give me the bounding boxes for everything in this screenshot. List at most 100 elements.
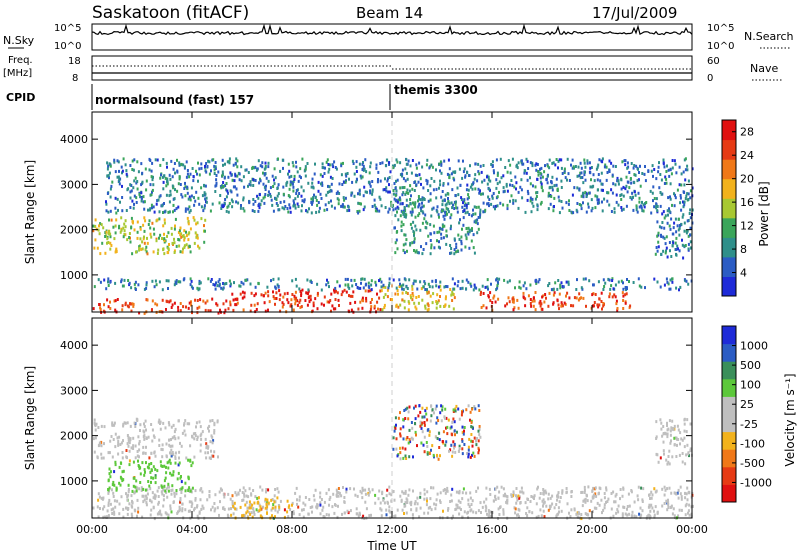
scatter-cell: [429, 497, 432, 501]
scatter-cell: [668, 174, 671, 178]
scatter-cell: [298, 513, 301, 517]
scatter-cell: [580, 194, 583, 198]
velocity-colorbar-label: Velocity [m s⁻¹]: [783, 373, 797, 466]
scatter-cell: [435, 503, 438, 507]
scatter-cell: [314, 196, 317, 199]
scatter-cell: [626, 166, 629, 170]
scatter-cell: [143, 425, 146, 428]
scatter-cell: [452, 408, 455, 412]
scatter-cell: [249, 512, 252, 516]
scatter-cell: [121, 171, 123, 175]
scatter-cell: [607, 497, 610, 501]
scatter-cell: [139, 227, 142, 231]
scatter-cell: [153, 435, 156, 439]
scatter-cell: [320, 197, 323, 200]
scatter-cell: [435, 306, 438, 310]
scatter-cell: [319, 501, 322, 505]
scatter-cell: [409, 243, 412, 247]
scatter-cell: [477, 404, 480, 408]
scatter-cell: [113, 421, 116, 425]
scatter-cell: [584, 178, 587, 182]
scatter-cell: [423, 423, 426, 427]
scatter-cell: [436, 416, 439, 420]
scatter-cell: [128, 463, 131, 467]
scatter-cell: [269, 186, 272, 190]
scatter-cell: [326, 208, 329, 212]
scatter-cell: [401, 287, 404, 291]
scatter-cell: [507, 159, 510, 163]
scatter-cell: [529, 199, 532, 203]
scatter-cell: [112, 495, 115, 498]
scatter-cell: [414, 500, 417, 504]
scatter-cell: [486, 182, 489, 186]
scatter-cell: [674, 196, 677, 200]
scatter-cell: [204, 437, 207, 441]
scatter-cell: [278, 505, 281, 509]
scatter-cell: [356, 512, 359, 516]
scatter-cell: [663, 236, 666, 240]
scatter-cell: [394, 241, 397, 245]
scatter-cell: [620, 187, 623, 191]
scatter-cell: [463, 429, 465, 433]
scatter-cell: [661, 504, 664, 508]
scatter-cell: [208, 490, 211, 493]
scatter-cell: [404, 209, 407, 212]
scatter-cell: [127, 279, 130, 282]
scatter-cell: [224, 308, 227, 312]
scatter-cell: [497, 297, 500, 301]
scatter-cell: [220, 186, 223, 190]
scatter-cell: [140, 162, 143, 166]
scatter-cell: [310, 185, 313, 189]
scatter-cell: [475, 489, 478, 493]
scatter-cell: [315, 210, 318, 214]
scatter-cell: [131, 489, 134, 493]
scatter-cell: [617, 179, 620, 183]
scatter-cell: [601, 307, 603, 311]
scatter-cell: [273, 182, 276, 186]
scatter-cell: [510, 194, 513, 198]
scatter-cell: [109, 195, 112, 199]
scatter-cell: [138, 192, 141, 196]
scatter-cell: [296, 303, 299, 307]
scatter-cell: [292, 512, 295, 516]
scatter-cell: [215, 178, 218, 182]
scatter-cell: [532, 495, 534, 499]
scatter-cell: [491, 196, 494, 200]
scatter-cell: [203, 191, 206, 195]
scatter-cell: [628, 504, 631, 508]
scatter-cell: [531, 164, 534, 168]
scatter-cell: [98, 441, 101, 445]
scatter-cell: [592, 184, 595, 188]
scatter-cell: [570, 490, 573, 494]
scatter-cell: [450, 224, 452, 228]
scatter-cell: [417, 295, 420, 298]
scatter-cell: [478, 409, 481, 412]
scatter-cell: [129, 302, 131, 306]
scatter-cell: [345, 490, 348, 494]
scatter-cell: [122, 439, 124, 443]
scatter-cell: [530, 304, 533, 308]
scatter-cell: [479, 293, 482, 296]
scatter-cell: [451, 188, 454, 192]
scatter-cell: [398, 278, 401, 282]
scatter-cell: [471, 499, 474, 503]
scatter-cell: [475, 205, 478, 209]
scatter-cell: [145, 501, 148, 505]
scatter-cell: [445, 202, 448, 206]
scatter-cell: [340, 293, 343, 297]
scatter-cell: [466, 171, 469, 174]
scatter-cell: [375, 283, 378, 287]
scatter-cell: [487, 514, 490, 518]
scatter-cell: [414, 430, 417, 434]
scatter-cell: [163, 210, 166, 214]
scatter-cell: [438, 186, 440, 190]
scatter-cell: [189, 277, 192, 281]
scatter-cell: [592, 283, 594, 287]
scatter-cell: [478, 427, 481, 431]
scatter-cell: [112, 507, 115, 511]
scatter-cell: [138, 465, 141, 468]
scatter-cell: [149, 513, 152, 517]
scatter-cell: [148, 168, 151, 172]
scatter-cell: [417, 180, 420, 184]
scatter-cell: [247, 171, 250, 174]
